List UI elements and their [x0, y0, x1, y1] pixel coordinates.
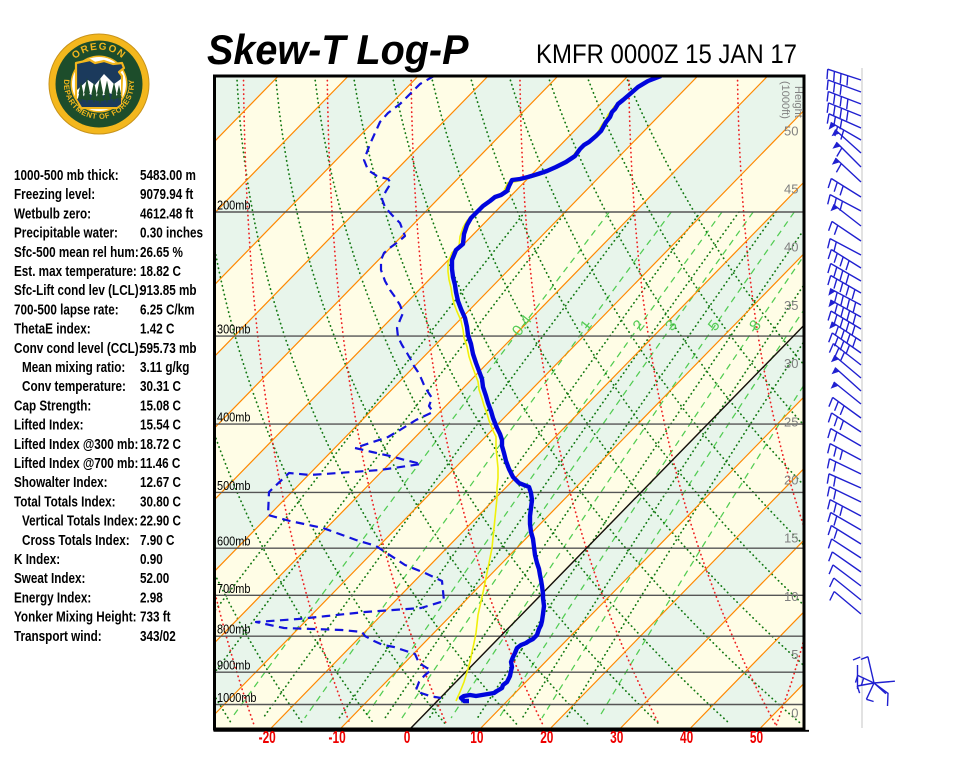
- svg-text:Lifted Index @700 mb:: Lifted Index @700 mb:: [14, 455, 138, 472]
- svg-text:10: 10: [784, 589, 798, 604]
- svg-text:30.31 C: 30.31 C: [140, 378, 181, 395]
- svg-text:52.00: 52.00: [140, 570, 169, 587]
- svg-text:15.54 C: 15.54 C: [140, 416, 181, 433]
- svg-text:Height: Height: [792, 86, 804, 118]
- svg-text:Sfc-Lift cond lev (LCL):: Sfc-Lift cond lev (LCL):: [14, 282, 143, 299]
- svg-text:2.98: 2.98: [140, 589, 163, 606]
- svg-text:Lifted Index:: Lifted Index:: [14, 416, 83, 433]
- svg-text:Skew-T Log-P: Skew-T Log-P: [207, 26, 469, 73]
- svg-text:Lifted Index @300 mb:: Lifted Index @300 mb:: [14, 435, 138, 452]
- svg-text:Freezing level:: Freezing level:: [14, 186, 95, 203]
- svg-text:30.80 C: 30.80 C: [140, 493, 181, 510]
- svg-text:0: 0: [791, 705, 798, 720]
- svg-text:18.82 C: 18.82 C: [140, 263, 181, 280]
- svg-text:(1000ft): (1000ft): [779, 81, 791, 119]
- svg-text:400mb: 400mb: [217, 410, 251, 425]
- svg-text:Wetbulb zero:: Wetbulb zero:: [14, 205, 91, 222]
- svg-text:40: 40: [680, 728, 693, 748]
- svg-text:Est. max temperature:: Est. max temperature:: [14, 263, 137, 280]
- svg-text:45: 45: [784, 182, 798, 197]
- svg-text:0: 0: [404, 728, 411, 748]
- svg-text:50: 50: [784, 123, 798, 138]
- svg-text:-10: -10: [329, 728, 346, 748]
- svg-text:20: 20: [540, 728, 553, 748]
- svg-text:Sweat Index:: Sweat Index:: [14, 570, 85, 587]
- svg-text:3.11 g/kg: 3.11 g/kg: [140, 359, 189, 376]
- svg-text:Sfc-500 mean rel hum:: Sfc-500 mean rel hum:: [14, 243, 139, 260]
- svg-text:35: 35: [784, 298, 798, 313]
- svg-text:40: 40: [784, 240, 798, 255]
- svg-text:Showalter Index:: Showalter Index:: [14, 474, 108, 491]
- svg-text:Precipitable water:: Precipitable water:: [14, 224, 118, 241]
- svg-text:733 ft: 733 ft: [140, 608, 171, 625]
- svg-text:Transport wind:: Transport wind:: [14, 627, 102, 644]
- svg-text:Mean mixing ratio:: Mean mixing ratio:: [22, 359, 125, 376]
- svg-text:Cross Totals Index:: Cross Totals Index:: [22, 531, 130, 548]
- svg-text:11.46 C: 11.46 C: [140, 455, 181, 472]
- svg-text:30: 30: [784, 356, 798, 371]
- svg-text:900mb: 900mb: [217, 658, 251, 673]
- svg-text:700mb: 700mb: [217, 581, 251, 596]
- svg-text:Total Totals Index:: Total Totals Index:: [14, 493, 116, 510]
- svg-text:5: 5: [791, 647, 798, 662]
- svg-text:1000-500 mb thick:: 1000-500 mb thick:: [14, 167, 119, 184]
- svg-text:10: 10: [470, 728, 483, 748]
- svg-text:7.90 C: 7.90 C: [140, 531, 175, 548]
- svg-text:200mb: 200mb: [217, 198, 251, 213]
- svg-text:50: 50: [750, 728, 763, 748]
- svg-text:25: 25: [784, 414, 798, 429]
- svg-text:15.08 C: 15.08 C: [140, 397, 181, 414]
- svg-text:K Index:: K Index:: [14, 551, 60, 568]
- svg-text:595.73 mb: 595.73 mb: [140, 339, 197, 356]
- svg-text:KMFR 0000Z 15 JAN 17: KMFR 0000Z 15 JAN 17: [536, 39, 797, 69]
- svg-text:1.42 C: 1.42 C: [140, 320, 175, 337]
- svg-text:12.67 C: 12.67 C: [140, 474, 181, 491]
- svg-text:1000mb: 1000mb: [217, 690, 257, 705]
- svg-text:Cap Strength:: Cap Strength:: [14, 397, 91, 414]
- svg-text:300mb: 300mb: [217, 322, 251, 337]
- svg-text:ThetaE index:: ThetaE index:: [14, 320, 91, 337]
- svg-text:Yonker Mixing Height:: Yonker Mixing Height:: [14, 608, 137, 625]
- svg-text:15: 15: [784, 531, 798, 546]
- svg-text:4612.48 ft: 4612.48 ft: [140, 205, 194, 222]
- svg-text:0.30 inches: 0.30 inches: [140, 224, 203, 241]
- svg-text:Conv temperature:: Conv temperature:: [22, 378, 126, 395]
- svg-text:Conv cond level (CCL):: Conv cond level (CCL):: [14, 339, 143, 356]
- svg-text:26.65 %: 26.65 %: [140, 243, 183, 260]
- svg-text:-20: -20: [259, 728, 276, 748]
- svg-text:6.25 C/km: 6.25 C/km: [140, 301, 195, 318]
- svg-text:913.85 mb: 913.85 mb: [140, 282, 197, 299]
- svg-text:700-500 lapse rate:: 700-500 lapse rate:: [14, 301, 119, 318]
- svg-text:20: 20: [784, 473, 798, 488]
- svg-text:Vertical Totals Index:: Vertical Totals Index:: [22, 512, 138, 529]
- svg-text:500mb: 500mb: [217, 478, 251, 493]
- svg-text:0.90: 0.90: [140, 551, 163, 568]
- svg-text:18.72 C: 18.72 C: [140, 435, 181, 452]
- svg-text:Energy Index:: Energy Index:: [14, 589, 91, 606]
- svg-text:600mb: 600mb: [217, 534, 251, 549]
- svg-text:5483.00 m: 5483.00 m: [140, 167, 196, 184]
- svg-text:343/02: 343/02: [140, 627, 176, 644]
- svg-text:800mb: 800mb: [217, 622, 251, 637]
- svg-text:30: 30: [610, 728, 623, 748]
- svg-text:9079.94 ft: 9079.94 ft: [140, 186, 194, 203]
- svg-text:22.90 C: 22.90 C: [140, 512, 181, 529]
